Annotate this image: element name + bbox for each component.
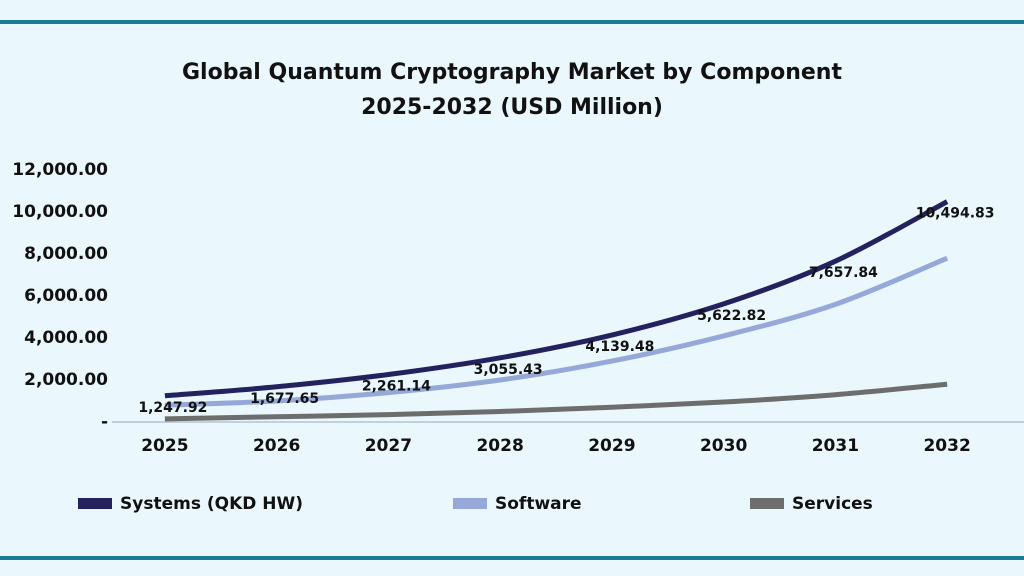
x-tick-label: 2027	[365, 436, 412, 456]
top-border	[0, 20, 1024, 24]
y-tick-label: -	[101, 412, 108, 432]
legend-swatch	[78, 498, 112, 509]
data-label: 3,055.43	[474, 362, 543, 378]
y-tick-label: 6,000.00	[24, 286, 108, 306]
legend-swatch	[453, 498, 487, 509]
x-tick-label: 2032	[923, 436, 970, 456]
y-tick-label: 2,000.00	[24, 370, 108, 390]
x-tick-label: 2025	[141, 436, 188, 456]
bottom-border	[0, 556, 1024, 560]
legend-swatch	[750, 498, 784, 509]
chart-title: Global Quantum Cryptography Market by Co…	[182, 60, 842, 85]
data-label: 1,677.65	[250, 391, 319, 407]
data-label: 1,247.92	[138, 400, 207, 416]
y-tick-label: 8,000.00	[24, 244, 108, 264]
x-tick-label: 2029	[588, 436, 635, 456]
legend-label: Software	[495, 494, 582, 514]
data-label: 10,494.83	[916, 206, 995, 222]
data-label: 4,139.48	[585, 339, 654, 355]
series-line	[164, 255, 949, 408]
x-tick-label: 2031	[812, 436, 859, 456]
series-line	[164, 199, 949, 399]
data-label: 2,261.14	[362, 379, 431, 395]
legend-label: Services	[792, 494, 873, 514]
data-label: 5,622.82	[697, 308, 766, 324]
data-label: 7,657.84	[809, 265, 878, 281]
y-tick-label: 12,000.00	[12, 160, 108, 180]
x-tick-label: 2030	[700, 436, 747, 456]
y-tick-label: 4,000.00	[24, 328, 108, 348]
x-tick-label: 2026	[253, 436, 300, 456]
y-tick-label: 10,000.00	[12, 202, 108, 222]
x-tick-label: 2028	[476, 436, 523, 456]
chart-subtitle: 2025-2032 (USD Million)	[361, 95, 663, 120]
legend-label: Systems (QKD HW)	[120, 494, 303, 514]
series-line	[164, 381, 948, 422]
